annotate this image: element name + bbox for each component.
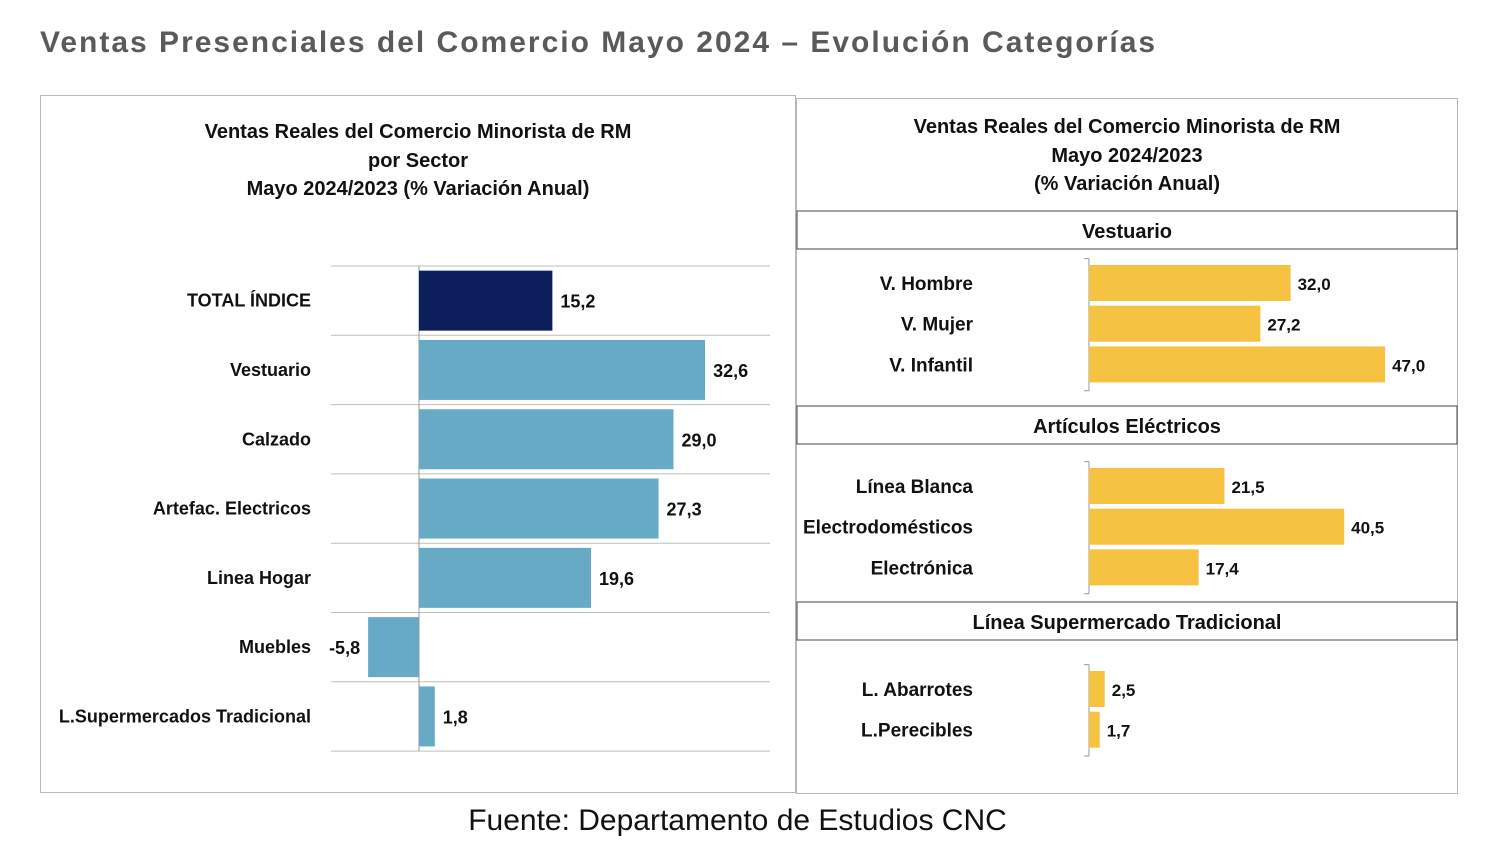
- sector-chart-title: Ventas Reales del Comercio Minorista de …: [41, 118, 795, 204]
- category-label: V. Hombre: [880, 274, 973, 295]
- bar: [1089, 671, 1105, 707]
- category-label: V. Infantil: [889, 355, 973, 376]
- group-header-box: [796, 601, 1458, 641]
- group-header: Línea Supermercado Tradicional: [973, 612, 1282, 634]
- bar: [419, 339, 706, 400]
- bar: [1089, 508, 1345, 545]
- bar: [1089, 305, 1261, 342]
- data-label: 19,6: [599, 569, 634, 589]
- bar: [1089, 265, 1291, 301]
- bar: [419, 547, 591, 608]
- category-label: Electrodomésticos: [803, 518, 973, 539]
- bar: [1089, 711, 1100, 748]
- category-label: Artefac. Electricos: [153, 499, 311, 519]
- category-label: L.Perecibles: [861, 721, 973, 742]
- category-label: TOTAL ÍNDICE: [187, 290, 311, 311]
- data-label: 17,4: [1206, 559, 1240, 578]
- data-label: 29,0: [681, 430, 716, 450]
- category-chart-panel: Ventas Reales del Comercio Minorista de …: [796, 98, 1458, 794]
- data-label: 2,5: [1112, 681, 1136, 700]
- data-label: 21,5: [1231, 478, 1264, 497]
- bar: [368, 617, 419, 678]
- data-label: 15,2: [560, 292, 595, 312]
- group-header: Vestuario: [1082, 221, 1172, 243]
- sector-chart-panel: Ventas Reales del Comercio Minorista de …: [40, 95, 796, 793]
- category-label: Calzado: [242, 429, 311, 449]
- page-title: Ventas Presenciales del Comercio Mayo 20…: [40, 26, 1158, 59]
- bar: [419, 686, 435, 747]
- sector-bar-chart: TOTAL ÍNDICE 15,2 Vestuario 32,6 Calzado 29,0…: [59, 265, 770, 752]
- data-label: 40,5: [1351, 519, 1384, 538]
- data-label: 1,8: [443, 707, 468, 727]
- sector-chart-title-line: por Sector: [367, 149, 469, 172]
- bar: [1089, 549, 1199, 586]
- sector-chart-title-line: Mayo 2024/2023 (% Variación Anual): [246, 178, 590, 200]
- category-chart-title-line: (% Variación Anual): [1034, 173, 1220, 195]
- group-header-box: [796, 405, 1458, 445]
- data-label: -5,8: [329, 638, 360, 658]
- group-header: Artículos Eléctricos: [1033, 416, 1221, 438]
- bar: [1089, 468, 1225, 504]
- data-label: 27,2: [1267, 316, 1300, 335]
- category-label: Electrónica: [871, 558, 974, 579]
- category-label: L. Abarrotes: [862, 680, 973, 701]
- data-label: 27,3: [667, 500, 702, 520]
- bar: [419, 270, 553, 331]
- category-label: Muebles: [239, 637, 311, 657]
- bar: [419, 409, 674, 470]
- category-label: Vestuario: [230, 360, 311, 380]
- data-label: 32,6: [713, 361, 748, 381]
- category-label: Línea Blanca: [856, 477, 974, 498]
- sector-chart-title-line: Ventas Reales del Comercio Minorista de …: [204, 121, 632, 143]
- category-label: V. Mujer: [901, 315, 974, 336]
- source-footer: Fuente: Departamento de Estudios CNC: [468, 804, 1007, 837]
- data-label: 1,7: [1107, 722, 1131, 741]
- category-label: L.Supermercados Tradicional: [59, 706, 311, 726]
- category-chart-title-line: Ventas Reales del Comercio Minorista de …: [913, 116, 1341, 138]
- data-label: 32,0: [1298, 275, 1331, 294]
- category-bar-chart: Vestuario V. Hombre 32,0 V. Mujer 27,2 V. Inf…: [796, 210, 1458, 757]
- bar: [1089, 346, 1386, 383]
- data-label: 47,0: [1392, 356, 1425, 375]
- group-header-box: [796, 210, 1458, 250]
- category-label: Linea Hogar: [207, 568, 311, 588]
- category-chart-title: Ventas Reales del Comercio Minorista de …: [797, 113, 1457, 199]
- bar: [419, 478, 659, 539]
- category-chart-title-line: Mayo 2024/2023: [1051, 144, 1203, 167]
